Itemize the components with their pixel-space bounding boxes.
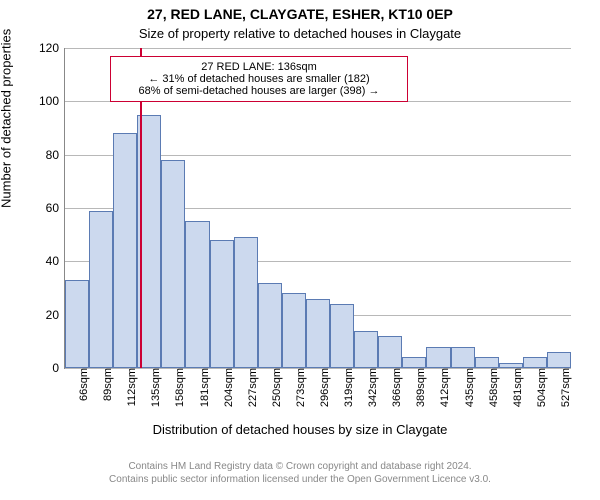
x-tick-label: 342sqm [363, 368, 379, 407]
y-tick-label: 80 [46, 148, 65, 162]
x-tick-label: 389sqm [411, 368, 427, 407]
x-tick-label: 181sqm [195, 368, 211, 407]
x-tick-label: 89sqm [98, 368, 114, 401]
histogram-bar [65, 280, 89, 368]
y-tick-label: 60 [46, 201, 65, 215]
histogram-bar [402, 357, 426, 368]
x-tick-label: 481sqm [508, 368, 524, 407]
histogram-bar [523, 357, 547, 368]
histogram-bar [475, 357, 499, 368]
annotation-box: 27 RED LANE: 136sqm ← 31% of detached ho… [110, 56, 408, 102]
y-tick-label: 120 [39, 41, 65, 55]
histogram-bar [354, 331, 378, 368]
x-tick-label: 250sqm [267, 368, 283, 407]
histogram-bar [258, 283, 282, 368]
histogram-bar [426, 347, 450, 368]
y-axis-label: Number of detached properties [0, 29, 14, 208]
x-tick-label: 412sqm [435, 368, 451, 407]
footer-credits: Contains HM Land Registry data © Crown c… [0, 460, 600, 486]
footer-line1: Contains HM Land Registry data © Crown c… [0, 460, 600, 473]
x-axis-label: Distribution of detached houses by size … [0, 422, 600, 437]
histogram-bar [185, 221, 209, 368]
y-tick-label: 40 [46, 254, 65, 268]
histogram-bar [210, 240, 234, 368]
x-tick-label: 158sqm [170, 368, 186, 407]
histogram-bar [547, 352, 571, 368]
histogram-bar [451, 347, 475, 368]
annotation-line2: ← 31% of detached houses are smaller (18… [119, 73, 399, 85]
x-tick-label: 366sqm [387, 368, 403, 407]
histogram-bar [113, 133, 137, 368]
histogram-bar [282, 293, 306, 368]
x-tick-label: 319sqm [339, 368, 355, 407]
histogram-bar [161, 160, 185, 368]
histogram-bar [378, 336, 402, 368]
x-tick-label: 458sqm [484, 368, 500, 407]
y-tick-label: 20 [46, 308, 65, 322]
histogram-bar [234, 237, 258, 368]
footer-line2: Contains public sector information licen… [0, 473, 600, 486]
x-tick-label: 435sqm [460, 368, 476, 407]
x-tick-label: 527sqm [556, 368, 572, 407]
x-tick-label: 66sqm [74, 368, 90, 401]
annotation-line1: 27 RED LANE: 136sqm [119, 61, 399, 73]
x-tick-label: 135sqm [146, 368, 162, 407]
histogram-bar [89, 211, 113, 368]
chart-subtitle: Size of property relative to detached ho… [0, 26, 600, 41]
y-tick-label: 100 [39, 94, 65, 108]
x-tick-label: 227sqm [243, 368, 259, 407]
histogram-bar [306, 299, 330, 368]
chart-title: 27, RED LANE, CLAYGATE, ESHER, KT10 0EP [0, 6, 600, 22]
x-tick-label: 112sqm [122, 368, 138, 406]
y-tick-label: 0 [52, 361, 65, 375]
x-tick-label: 204sqm [219, 368, 235, 407]
histogram-bar [330, 304, 354, 368]
annotation-line3: 68% of semi-detached houses are larger (… [119, 85, 399, 97]
x-tick-label: 273sqm [291, 368, 307, 407]
x-tick-label: 504sqm [532, 368, 548, 407]
x-tick-label: 296sqm [315, 368, 331, 407]
